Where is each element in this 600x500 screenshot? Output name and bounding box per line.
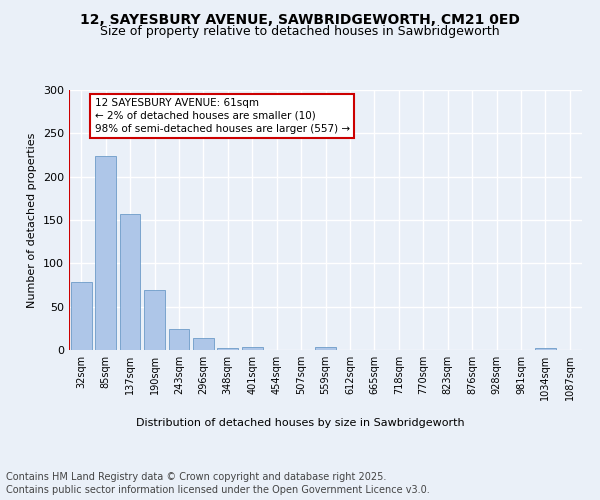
Bar	[144, 290, 165, 350]
Bar	[315, 348, 336, 350]
Text: Contains public sector information licensed under the Open Government Licence v3: Contains public sector information licen…	[6, 485, 430, 495]
Text: Size of property relative to detached houses in Sawbridgeworth: Size of property relative to detached ho…	[100, 25, 500, 38]
Bar	[242, 348, 263, 350]
Text: Distribution of detached houses by size in Sawbridgeworth: Distribution of detached houses by size …	[136, 418, 464, 428]
Y-axis label: Number of detached properties: Number of detached properties	[28, 132, 37, 308]
Bar	[169, 329, 190, 350]
Bar	[217, 348, 238, 350]
Text: 12 SAYESBURY AVENUE: 61sqm
← 2% of detached houses are smaller (10)
98% of semi-: 12 SAYESBURY AVENUE: 61sqm ← 2% of detac…	[95, 98, 350, 134]
Bar	[535, 348, 556, 350]
Bar	[193, 338, 214, 350]
Bar	[95, 156, 116, 350]
Text: 12, SAYESBURY AVENUE, SAWBRIDGEWORTH, CM21 0ED: 12, SAYESBURY AVENUE, SAWBRIDGEWORTH, CM…	[80, 12, 520, 26]
Text: Contains HM Land Registry data © Crown copyright and database right 2025.: Contains HM Land Registry data © Crown c…	[6, 472, 386, 482]
Bar	[71, 282, 92, 350]
Bar	[119, 214, 140, 350]
